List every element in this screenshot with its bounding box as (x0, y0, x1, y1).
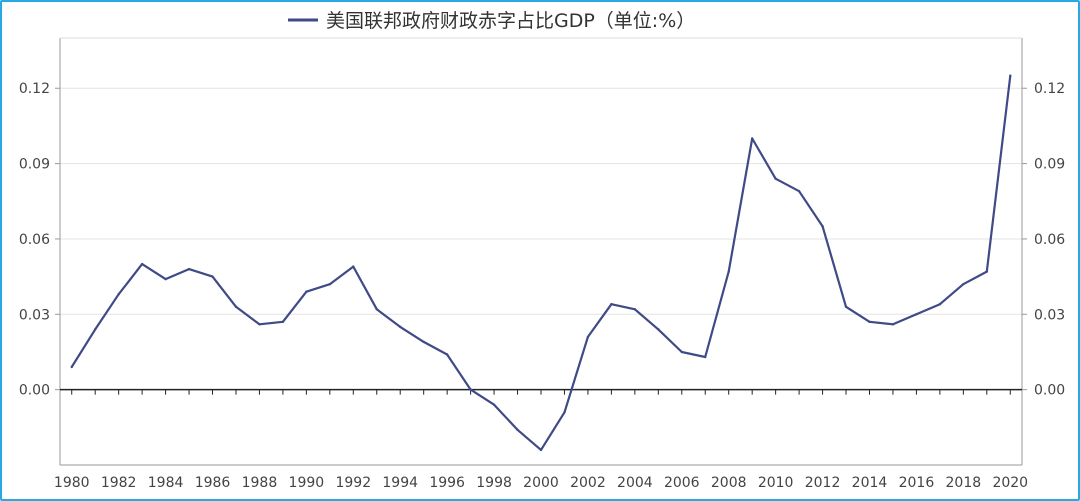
x-tick-label: 2008 (711, 475, 747, 491)
data-point (539, 448, 543, 452)
x-tick-label: 1998 (476, 475, 512, 491)
y-tick-label-right: 0.03 (1034, 307, 1065, 323)
data-point (891, 323, 895, 326)
y-tick-label-right: 0.12 (1034, 81, 1065, 97)
x-tick-label: 2006 (664, 475, 700, 491)
x-tick-label: 2004 (617, 475, 653, 491)
data-point (704, 355, 707, 359)
data-point (727, 270, 730, 273)
x-tick-label: 1992 (335, 475, 371, 491)
data-point (633, 308, 637, 311)
data-point (211, 275, 214, 278)
y-tick-label-left: 0.06 (19, 232, 50, 248)
x-tick-label: 2018 (946, 475, 982, 491)
tick-labels: 0.00 0.00 0.03 0.03 0.06 0.06 0.09 0.09 0.12 0.12… (19, 81, 1065, 491)
data-point (328, 282, 332, 286)
x-tick-label: 1982 (101, 475, 137, 491)
y-tick-label-left: 0.00 (19, 383, 50, 399)
data-point (375, 308, 378, 311)
data-point (797, 190, 801, 193)
data-point (516, 428, 519, 432)
data-point (187, 267, 191, 271)
data-point (680, 350, 683, 354)
series (70, 74, 1012, 452)
x-tick-label: 1986 (195, 475, 231, 491)
data-point (117, 293, 120, 296)
x-tick-label: 2020 (992, 475, 1028, 491)
data-point (140, 262, 144, 266)
data-point (258, 323, 261, 326)
data-point (352, 265, 355, 268)
data-point (399, 325, 402, 329)
data-point (750, 137, 754, 140)
gridlines (60, 87, 1022, 315)
y-tick-label-left: 0.09 (19, 157, 50, 173)
data-point (234, 305, 238, 308)
data-point (281, 320, 285, 324)
data-point (469, 388, 472, 391)
x-tick-label: 2016 (899, 475, 935, 491)
x-tick-label: 2012 (805, 475, 841, 491)
data-point (93, 328, 97, 331)
data-point (563, 411, 566, 414)
x-tick-label: 2002 (570, 475, 606, 491)
data-point (492, 403, 496, 406)
x-tick-label: 1988 (242, 475, 278, 491)
data-point (70, 365, 73, 369)
data-point (422, 340, 425, 344)
data-point (844, 305, 848, 308)
x-tick-label: 1996 (429, 475, 465, 491)
data-point (586, 335, 590, 339)
x-tick-label: 1994 (382, 475, 418, 491)
data-point (774, 177, 777, 180)
x-tick-label: 2010 (758, 475, 794, 491)
y-tick-label-left: 0.03 (19, 307, 50, 323)
data-point (1009, 74, 1012, 77)
data-point (610, 303, 613, 306)
data-point (305, 290, 308, 293)
y-tick-label-right: 0.00 (1034, 383, 1065, 399)
x-tick-label: 2000 (523, 475, 559, 491)
x-tick-label: 2014 (852, 475, 888, 491)
data-point (164, 277, 167, 281)
data-point (868, 320, 871, 324)
axes (55, 37, 1027, 466)
data-point (445, 353, 449, 356)
legend: 美国联邦政府财政赤字占比GDP（单位:%） (288, 10, 695, 32)
data-point (821, 225, 824, 228)
x-tick-label: 1980 (54, 475, 90, 491)
data-point (657, 328, 660, 331)
data-point (962, 282, 965, 286)
x-tick-label: 1984 (148, 475, 184, 491)
x-tick-label: 1990 (289, 475, 325, 491)
y-tick-label-right: 0.09 (1034, 157, 1065, 173)
data-point (938, 303, 942, 306)
data-point (985, 270, 989, 273)
data-point (915, 313, 918, 316)
y-tick-label-right: 0.06 (1034, 232, 1065, 248)
y-tick-label-left: 0.12 (19, 81, 50, 97)
legend-label: 美国联邦政府财政赤字占比GDP（单位:%） (326, 10, 695, 32)
